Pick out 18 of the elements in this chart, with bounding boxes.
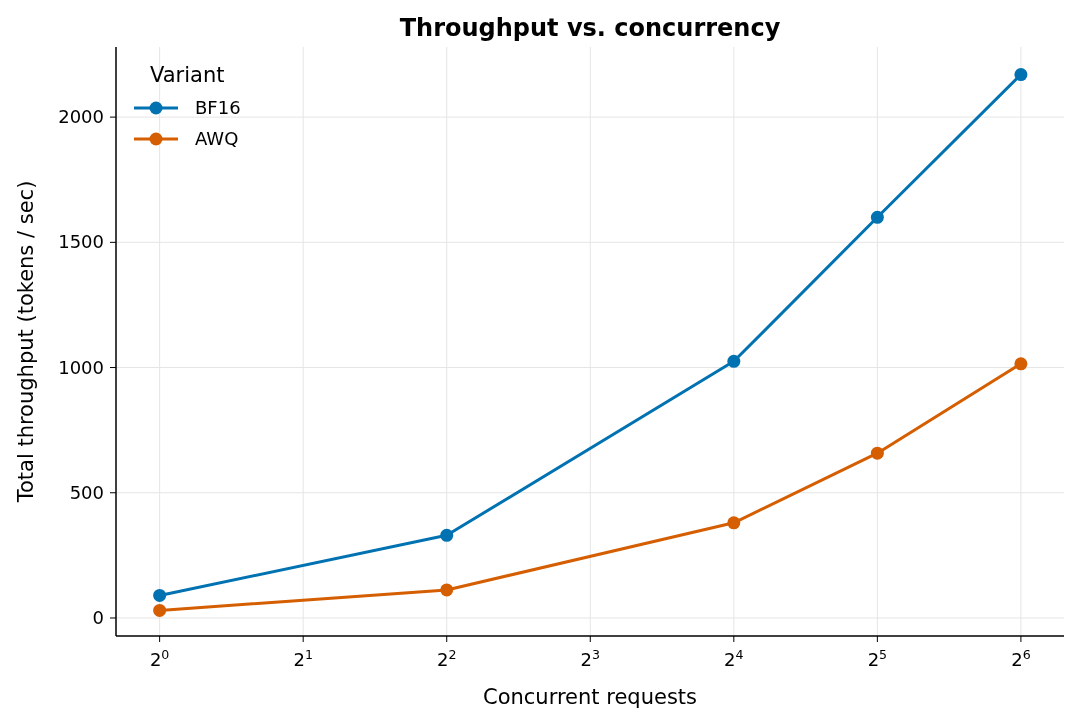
x-tick-label: 2$^{6}$ xyxy=(1011,646,1031,670)
x-tick-label: 2$^{4}$ xyxy=(724,646,744,670)
x-axis-title: Concurrent requests xyxy=(482,685,698,709)
y-tick-label: 500 xyxy=(69,481,104,503)
chart-title: Throughput vs. concurrency xyxy=(399,14,781,42)
x-tick-label: 2$^{1}$ xyxy=(293,646,313,670)
y-tick-label: 1500 xyxy=(58,231,104,253)
legend-title: Variant xyxy=(150,63,225,87)
x-tick-label: 2$^{2}$ xyxy=(437,646,457,670)
y-tick-label: 2000 xyxy=(58,106,104,128)
legend-label: AWQ xyxy=(195,128,239,149)
y-tick-label: 0 xyxy=(92,606,104,628)
x-tick-label: 2$^{3}$ xyxy=(580,646,601,670)
x-tick-label: 2$^{0}$ xyxy=(149,646,170,670)
y-tick-label: 1000 xyxy=(58,356,104,378)
legend-label: BF16 xyxy=(195,97,241,118)
x-tick-label: 2$^{5}$ xyxy=(867,646,888,670)
y-axis-title: Total throughput (tokens / sec) xyxy=(14,180,38,504)
